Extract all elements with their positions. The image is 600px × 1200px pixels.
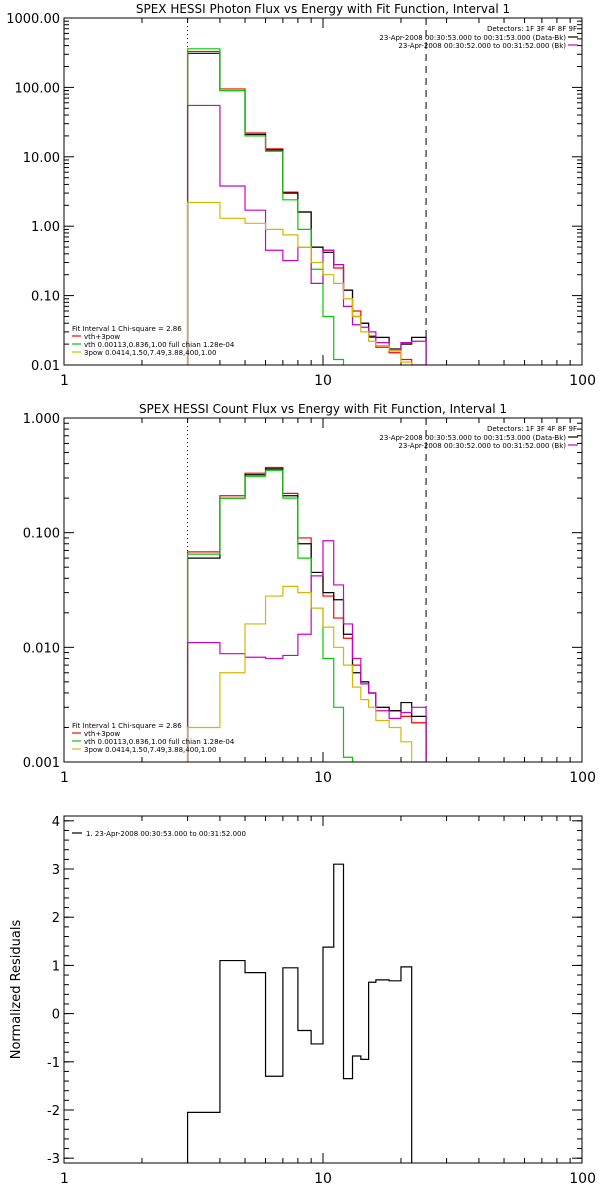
chart-2-y-tick-label: 1.000 [23,412,60,427]
chart-3-y-tick-label: 0 [52,1008,60,1023]
chart-1-y-tick-label: 1.00 [31,220,60,235]
chart-1-legend-title: Fit Interval 1 Chi-square = 2.86 [72,325,182,333]
chart-1-x-tick-label: 100 [569,373,596,389]
chart-2-y-tick-label: 0.100 [23,527,60,542]
chart-3-y-tick-label: 3 [52,863,60,878]
chart-2-y-tick-label: 0.001 [23,756,60,771]
chart-1-legend-label-2: vth 0.00113,0.836,1.00 full chian 1.28e-… [84,341,235,349]
chart-1-title: SPEX HESSI Photon Flux vs Energy with Fi… [136,2,510,16]
chart-2-series-5-line [186,585,427,762]
chart-2-x-tick-label: 100 [569,770,596,786]
chart-2-y-tick-label: 0.010 [23,641,60,656]
chart-2-series-2-line [186,468,427,762]
chart-3-frame [63,815,583,1164]
chart-3-series-group [186,863,413,1163]
chart-3-x-tick-label: 1 [60,1171,69,1187]
chart-2-frame [63,417,583,763]
chart-3-legend-label-1: 1. 23-Apr-2008 00:30:53.000 to 00:31:52.… [86,830,246,838]
chart-3-y-tick-label: -1 [47,1056,60,1071]
chart-1-y-tick-label: 100.00 [15,81,61,96]
chart-2-series-group [186,466,427,762]
chart-2-series-4-line [186,540,427,762]
chart-1-series-1-line [186,50,427,365]
chart-panel-2: SPEX HESSI Count Flux vs Energy with Fit… [23,402,596,786]
chart-2-x-tick-label: 1 [60,770,69,786]
chart-3-series-1-line [186,863,413,1163]
chart-3-ylabel: Normalized Residuals [9,920,24,1060]
chart-2-series-3-line [186,469,354,762]
chart-2-title: SPEX HESSI Count Flux vs Energy with Fit… [139,402,507,416]
chart-1-y-tick-label: 1000.00 [6,12,60,27]
chart-1-detectors-label: Detectors: 1F 3F 4F 8F 9F [487,25,577,33]
chart-1-x-tick-label: 1 [60,373,69,389]
chart-3-x-tick-label: 10 [314,1171,332,1187]
chart-3-y-tick-label: -2 [47,1104,60,1119]
chart-2-legend-label-1: vth+3pow [84,730,120,738]
chart-3-y-tick-label: 4 [52,815,60,830]
chart-1-legend-label-3: 3pow 0.0414,1.50,7.49,3.88,400,1.00 [84,349,216,357]
chart-1-x-tick-label: 10 [314,373,332,389]
chart-2-legend-title: Fit Interval 1 Chi-square = 2.86 [72,722,182,730]
chart-panel-1: SPEX HESSI Photon Flux vs Energy with Fi… [6,2,596,389]
chart-1-y-tick-label: 10.00 [23,151,60,166]
chart-3-x-tick-label: 100 [569,1171,596,1187]
chart-3-y-tick-label: 1 [52,959,60,974]
chart-1-y-tick-label: 0.10 [31,290,60,305]
chart-1-legend-label-1: vth+3pow [84,333,120,341]
chart-2-legend-label-2: vth 0.00113,0.836,1.00 full chian 1.28e-… [84,738,235,746]
chart-2-header-line-1: 23-Apr-2008 00:30:53.000 to 00:31:53.000… [379,434,566,442]
chart-panel-3: Normalized Residuals 1 10 100 -3 -2 -1 0 1 2 3 4 1. … [9,815,596,1187]
chart-1-series-group [186,48,427,365]
chart-2-detectors-label: Detectors: 1F 3F 4F 8F 9F [487,425,577,433]
chart-2-x-tick-label: 10 [314,770,332,786]
chart-2-legend-label-3: 3pow 0.0414,1.50,7.49,3.88,400,1.00 [84,746,216,754]
chart-2-header-line-2: 23-Apr-2008 00:30:52.000 to 00:31:52.000… [398,442,566,450]
chart-1-header-line-1: 23-Apr-2008 00:30:53.000 to 00:31:53.000… [379,34,566,42]
chart-1-y-tick-label: 0.01 [31,359,60,374]
chart-3-y-tick-label: -3 [47,1152,60,1167]
chart-3-y-tick-label: 2 [52,911,60,926]
chart-1-header-line-2: 23-Apr-2008 00:30:52.000 to 00:31:52.000… [398,42,566,50]
chart-1-series-5-line [186,201,413,365]
chart-1-frame [63,17,583,366]
